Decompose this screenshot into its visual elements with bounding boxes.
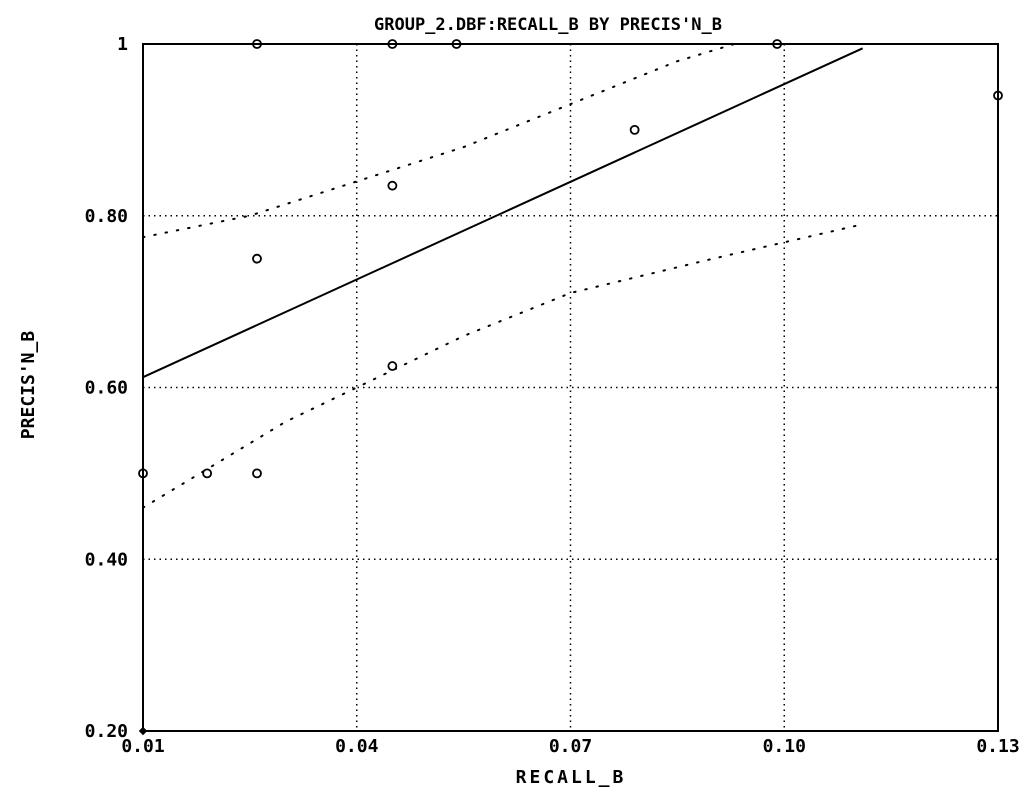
data-point [629,124,640,135]
y-tick-label: 0.40 [85,549,128,570]
grid-lines [143,44,998,731]
origin-marker [138,726,148,736]
x-tick-label: 0.13 [976,736,1019,757]
plot-frame [142,43,999,732]
confidence-bands [142,43,864,509]
x-tick-label: 0.10 [763,736,806,757]
tick-labels: 0.01 0.04 0.07 0.10 0.13 0.20 0.40 0.60 0.80 1 [85,34,1020,757]
x-axis-label: RECALL_B [516,767,627,788]
regression-line [142,47,864,379]
lower-confidence-band [142,223,864,509]
x-tick-label: 0.04 [335,736,379,757]
y-axis-label: PRECIS'N_B [18,331,39,440]
x-tick-label: 0.01 [121,736,164,757]
data-point [252,468,262,479]
data-point [387,361,398,371]
chart-title: GROUP_2.DBF:RECALL_B BY PRECIS'N_B [374,15,722,35]
data-point [252,253,262,264]
x-tick-label: 0.07 [549,736,592,757]
data-point [202,468,213,479]
upper-confidence-band [142,43,736,239]
y-tick-label: 0.80 [85,206,128,227]
regression-line-group [142,47,864,379]
data-points [138,39,1003,479]
data-point [387,180,398,191]
y-tick-label: 0.20 [85,721,128,742]
y-tick-label: 1 [117,34,128,55]
y-tick-label: 0.60 [85,378,128,399]
